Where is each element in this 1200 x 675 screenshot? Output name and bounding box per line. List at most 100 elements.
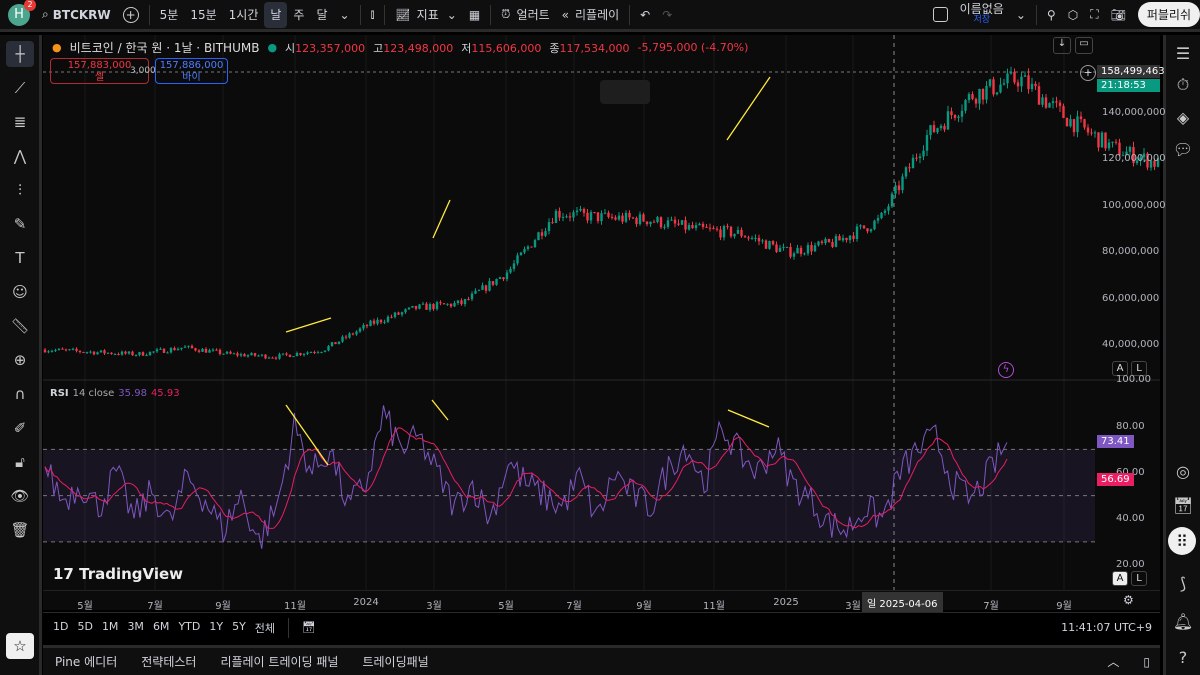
range-2[interactable]: 1M bbox=[101, 619, 119, 633]
candle bbox=[866, 228, 869, 232]
candle bbox=[806, 245, 810, 254]
alert-button[interactable]: ⏰︎ 얼러트 bbox=[501, 7, 550, 22]
measure-tool[interactable]: 📏︎ bbox=[6, 313, 34, 339]
chart-area[interactable] bbox=[43, 35, 1200, 610]
candle bbox=[393, 312, 397, 317]
layout-dropdown[interactable]: ⌄ bbox=[1015, 7, 1026, 22]
plus-circle-icon: + bbox=[122, 6, 139, 23]
replay-button[interactable]: «리플레이 bbox=[561, 7, 620, 23]
templates-button[interactable]: ▦ bbox=[463, 2, 486, 28]
candle bbox=[838, 236, 841, 241]
time-axis-settings-button[interactable]: ⚙ bbox=[1123, 593, 1134, 607]
range-1[interactable]: 5D bbox=[77, 619, 93, 633]
stream-button[interactable]: ⟆ bbox=[1168, 569, 1198, 597]
time-axis-label: 5월 bbox=[498, 601, 514, 612]
zoom-tool[interactable]: ⊕ bbox=[6, 347, 34, 373]
price-axis-label: 40,000,000 bbox=[1102, 339, 1160, 350]
symbol-title[interactable]: 비트코인 / 한국 원 · 1날 · BITHUMB bbox=[69, 41, 260, 55]
date-range-button[interactable]: 📅︎ bbox=[302, 621, 316, 634]
candle bbox=[831, 242, 834, 247]
fib-tool[interactable]: ≣ bbox=[6, 109, 34, 135]
undo-button[interactable]: ↶ bbox=[634, 2, 656, 28]
scroll-to-latest-button[interactable]: ↓ bbox=[1053, 37, 1071, 54]
auto-scale-button[interactable]: A bbox=[1112, 361, 1128, 376]
alerts-button[interactable]: ⏱︎ bbox=[1168, 71, 1198, 99]
candle bbox=[337, 341, 341, 345]
candle bbox=[1114, 141, 1118, 143]
chat-button[interactable]: 💬︎ bbox=[1168, 135, 1198, 163]
favorites-button[interactable]: ☆ bbox=[6, 633, 34, 659]
range-6[interactable]: 1Y bbox=[209, 619, 224, 633]
interval-dropdown[interactable]: ⌄ bbox=[339, 7, 350, 22]
interval-3[interactable]: 날 bbox=[264, 1, 288, 28]
quick-search-button[interactable]: ⚲ bbox=[1041, 2, 1062, 28]
lightning-icon[interactable]: ϟ bbox=[998, 362, 1014, 378]
bottom-tab-2[interactable]: 리플레이 트레이딩 패널 bbox=[220, 655, 339, 669]
candle bbox=[705, 226, 708, 228]
snapshot-button[interactable]: 📷︎ bbox=[1105, 2, 1132, 28]
candle bbox=[1128, 147, 1132, 152]
range-4[interactable]: 6M bbox=[152, 619, 170, 633]
candle-type-button[interactable]: ⫾ bbox=[365, 2, 381, 28]
calendar-button[interactable]: 📅︎ bbox=[1168, 491, 1198, 519]
publish-button[interactable]: 퍼블리쉬 bbox=[1137, 2, 1200, 27]
layout-name-button[interactable]: 이름없음 저장 bbox=[959, 1, 1004, 25]
redo-button[interactable]: ↷ bbox=[656, 2, 678, 28]
trendline-tool[interactable]: ⟋ bbox=[6, 75, 34, 101]
layout-button[interactable] bbox=[927, 2, 954, 28]
bottom-tab-0[interactable]: Pine 에디터 bbox=[55, 655, 118, 669]
range-8[interactable]: 전체 bbox=[254, 621, 276, 635]
settings-button[interactable]: ⬡ bbox=[1062, 2, 1084, 28]
sell-button[interactable]: 157,883,000 셀 bbox=[50, 58, 149, 84]
chart-canvas[interactable] bbox=[43, 35, 1200, 610]
prediction-tool[interactable]: ⫶ bbox=[6, 177, 34, 203]
range-3[interactable]: 3M bbox=[127, 619, 144, 633]
collapse-panel-button[interactable]: ︿ bbox=[1107, 653, 1119, 670]
candle bbox=[519, 252, 523, 256]
emoji-tool[interactable]: ☺ bbox=[6, 279, 34, 305]
help-button[interactable]: ? bbox=[1168, 643, 1198, 671]
symbol-search-button[interactable]: ⌕ BTCKRW bbox=[42, 7, 111, 22]
indicators-button[interactable]: 📈︎ 지표 ⌄ bbox=[395, 7, 457, 23]
interval-2[interactable]: 1시간 bbox=[228, 8, 259, 22]
watchlist-button[interactable]: ☰ bbox=[1168, 39, 1198, 67]
rsi-log-scale-button[interactable]: L bbox=[1131, 571, 1147, 586]
bottom-tab-3[interactable]: 트레이딩패널 bbox=[362, 655, 429, 669]
interval-1[interactable]: 15분 bbox=[190, 8, 217, 22]
clock-timezone[interactable]: 11:41:07 UTC+9 bbox=[1061, 621, 1152, 634]
time-axis[interactable]: 5월 7월 9월 11월 2024 3월 5월 7월 9월 11월 2025 3월 7월 9월 bbox=[43, 590, 1160, 612]
text-tool[interactable]: T bbox=[6, 245, 34, 271]
bottom-tab-1[interactable]: 전략테스터 bbox=[141, 655, 197, 669]
rsi-auto-scale-button[interactable]: A bbox=[1112, 571, 1128, 586]
lock-drawing-tool[interactable]: ✐ bbox=[6, 415, 34, 441]
hotlists-button[interactable]: ◎ bbox=[1168, 457, 1198, 485]
apps-button[interactable]: ⠿ bbox=[1168, 527, 1196, 555]
range-7[interactable]: 5Y bbox=[232, 619, 246, 633]
candle bbox=[138, 352, 141, 356]
interval-5[interactable]: 달 bbox=[316, 8, 328, 22]
range-5[interactable]: YTD bbox=[178, 619, 201, 633]
compare-symbol-button[interactable]: + bbox=[117, 2, 145, 28]
hide-tool[interactable]: 👁︎ bbox=[6, 483, 34, 509]
notifications-button[interactable]: 🔔︎ bbox=[1168, 607, 1198, 635]
range-0[interactable]: 1D bbox=[53, 619, 69, 633]
crosshair-tool[interactable]: ┼ bbox=[6, 41, 34, 67]
delete-tool[interactable]: 🗑︎ bbox=[6, 517, 34, 543]
maximize-panel-button[interactable]: ▯ bbox=[1143, 655, 1150, 669]
interval-4[interactable]: 주 bbox=[293, 8, 305, 22]
magnet-tool[interactable]: ∩ bbox=[6, 381, 34, 407]
log-scale-button[interactable]: L bbox=[1131, 361, 1147, 376]
tradingview-logo[interactable]: 𝟭𝟳 TradingView bbox=[53, 565, 184, 583]
candle bbox=[638, 214, 642, 225]
fullscreen-button[interactable]: ⛶ bbox=[1084, 2, 1104, 28]
candle bbox=[509, 268, 512, 273]
pattern-tool[interactable]: ⋀ bbox=[6, 143, 34, 169]
buy-button[interactable]: 157,886,000 바이 bbox=[155, 58, 228, 84]
maximize-pane-button[interactable]: ▭ bbox=[1075, 37, 1093, 54]
lock-all-tool[interactable]: 🔓︎ bbox=[6, 449, 34, 475]
brush-tool[interactable]: ✎ bbox=[6, 211, 34, 237]
layers-button[interactable]: ◈ bbox=[1168, 103, 1198, 131]
interval-0[interactable]: 5분 bbox=[159, 8, 179, 22]
add-alert-price-button[interactable]: + bbox=[1080, 65, 1096, 81]
